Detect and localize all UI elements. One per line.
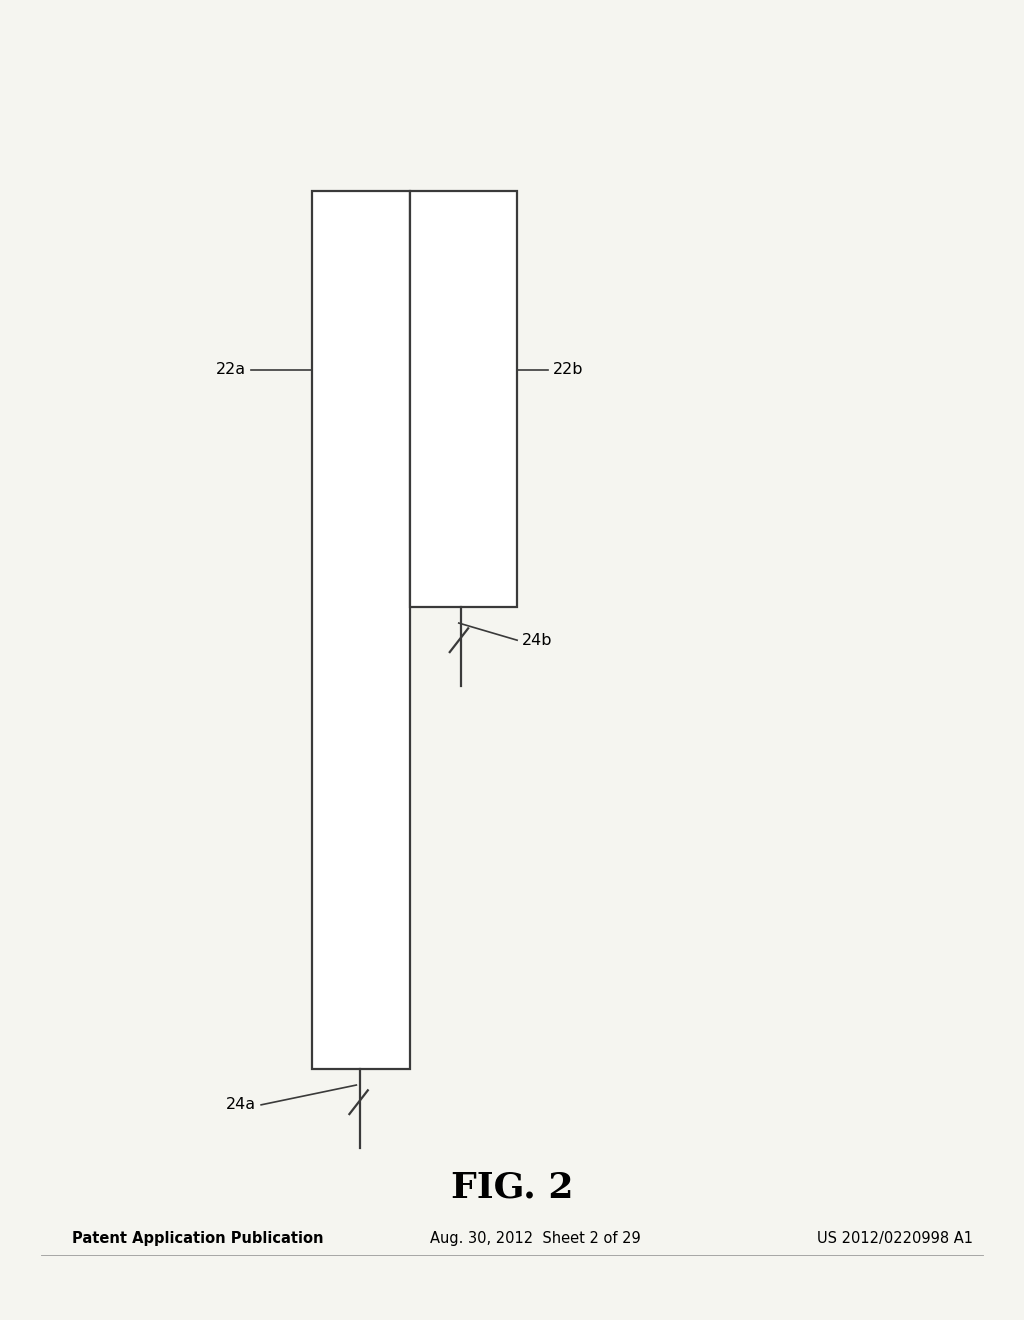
- Text: 22b: 22b: [553, 362, 584, 378]
- Text: Aug. 30, 2012  Sheet 2 of 29: Aug. 30, 2012 Sheet 2 of 29: [430, 1232, 641, 1246]
- Text: 24a: 24a: [226, 1097, 256, 1113]
- Text: 22a: 22a: [216, 362, 246, 378]
- Text: US 2012/0220998 A1: US 2012/0220998 A1: [817, 1232, 973, 1246]
- Text: FIG. 2: FIG. 2: [451, 1171, 573, 1205]
- Text: Patent Application Publication: Patent Application Publication: [72, 1232, 324, 1246]
- Bar: [410, 191, 517, 607]
- Text: 24b: 24b: [522, 632, 553, 648]
- Bar: [312, 191, 410, 1069]
